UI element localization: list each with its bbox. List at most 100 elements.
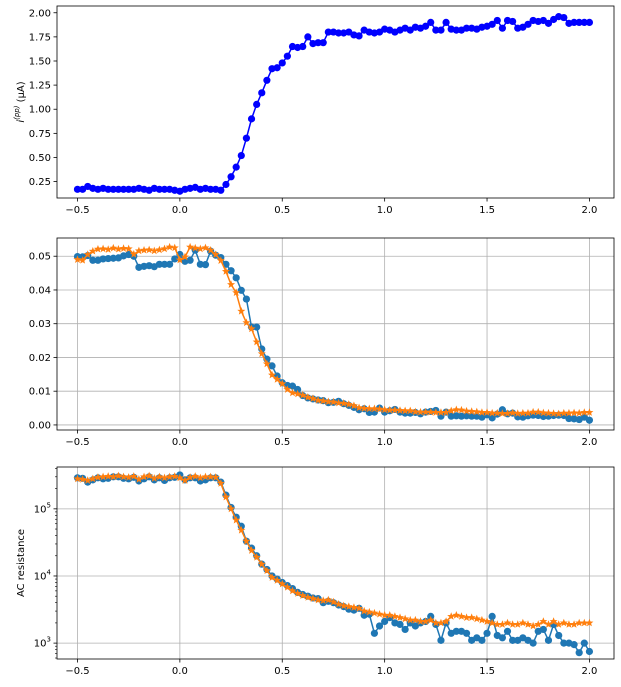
data-point	[171, 255, 179, 263]
data-point	[365, 404, 374, 413]
chart-panel-1: −0.5 0.0 0.5 1.0 1.5 2.0 0.25 0.50 0.75 1.00 1.25 1…	[13, 5, 615, 216]
y-tick-label: 0.01	[29, 387, 51, 398]
data-point	[109, 254, 117, 262]
data-point	[268, 362, 276, 370]
data-point	[549, 409, 558, 417]
data-point	[564, 620, 573, 628]
data-point	[390, 612, 399, 620]
data-point	[554, 409, 563, 418]
data-point	[360, 606, 369, 615]
data-point	[421, 617, 430, 625]
data-point	[570, 18, 578, 27]
data-point	[498, 634, 506, 642]
series-line	[77, 15, 590, 193]
data-point	[237, 307, 246, 315]
data-point	[262, 359, 271, 368]
data-point	[570, 641, 578, 649]
data-point	[580, 618, 589, 627]
x-tick-label: 2.0	[581, 437, 597, 448]
data-point	[426, 615, 435, 624]
data-point	[560, 639, 568, 647]
data-point	[477, 408, 486, 416]
data-point	[186, 256, 194, 264]
data-point	[303, 593, 312, 601]
x-tick-label: 0.5	[274, 205, 290, 216]
data-point	[93, 473, 102, 481]
data-point	[416, 617, 425, 625]
data-point	[324, 595, 333, 604]
data-point	[83, 250, 92, 258]
data-point	[529, 621, 538, 630]
data-point	[457, 405, 466, 414]
data-point	[478, 636, 486, 644]
data-point	[73, 185, 82, 193]
data-point	[89, 256, 97, 264]
data-point	[483, 629, 491, 637]
data-point	[191, 243, 200, 252]
data-point	[406, 406, 415, 415]
data-point	[575, 18, 583, 27]
data-point	[508, 408, 517, 417]
data-point	[437, 636, 445, 644]
data-point	[360, 404, 369, 412]
data-point	[488, 408, 497, 417]
data-point	[299, 42, 307, 51]
y-tick-label: 0.04	[29, 285, 51, 296]
data-point	[344, 400, 353, 408]
series-2	[73, 242, 594, 418]
series-line	[77, 248, 590, 421]
data-point	[503, 618, 512, 627]
data-point	[278, 579, 287, 588]
data-point	[257, 559, 266, 568]
data-point	[560, 13, 568, 22]
axes-frame	[56, 466, 615, 660]
data-point	[222, 180, 230, 189]
data-point	[319, 596, 328, 604]
data-point	[334, 398, 343, 407]
x-tick-label: −0.5	[65, 437, 89, 448]
data-point	[73, 474, 82, 483]
data-point	[513, 409, 522, 417]
data-point	[227, 267, 235, 275]
data-point	[293, 389, 302, 398]
y-tick-label: 1.75	[29, 32, 51, 43]
data-point	[585, 647, 594, 656]
data-point	[268, 370, 277, 379]
data-point	[283, 385, 292, 393]
data-point	[273, 64, 281, 72]
data-point	[196, 260, 204, 268]
data-point	[88, 474, 97, 483]
data-point	[534, 407, 543, 416]
data-point	[477, 615, 486, 624]
data-point	[411, 407, 420, 416]
data-point	[442, 18, 450, 27]
data-point	[380, 405, 389, 414]
data-point	[242, 295, 251, 303]
data-point	[140, 472, 149, 481]
data-point	[385, 611, 394, 619]
data-point	[427, 18, 435, 27]
data-point	[457, 412, 466, 420]
data-point	[160, 244, 169, 253]
data-point	[585, 18, 594, 27]
data-point	[170, 472, 179, 480]
data-point	[565, 414, 573, 423]
data-point	[493, 408, 502, 417]
data-point	[375, 609, 384, 618]
data-point	[88, 246, 97, 255]
data-point	[375, 622, 384, 630]
chart-panel-3: −0.5 0.0 0.5 1.0 1.5 2.0 103 104 105 AC resistanc…	[16, 466, 615, 677]
data-point	[513, 620, 522, 628]
data-point	[170, 243, 179, 252]
data-point	[524, 620, 532, 628]
data-point	[155, 245, 164, 254]
data-point	[252, 337, 261, 346]
data-point	[585, 408, 594, 416]
data-point	[283, 52, 291, 60]
y-axis-label: i(pp) (μA)	[13, 81, 27, 122]
data-point	[447, 612, 456, 620]
chart-panel-2: −0.5 0.0 0.5 1.0 1.5 2.0 0.00 0.01 0.02 0.03 0.04 0…	[29, 237, 615, 448]
data-point	[324, 28, 332, 36]
data-point	[375, 404, 384, 413]
